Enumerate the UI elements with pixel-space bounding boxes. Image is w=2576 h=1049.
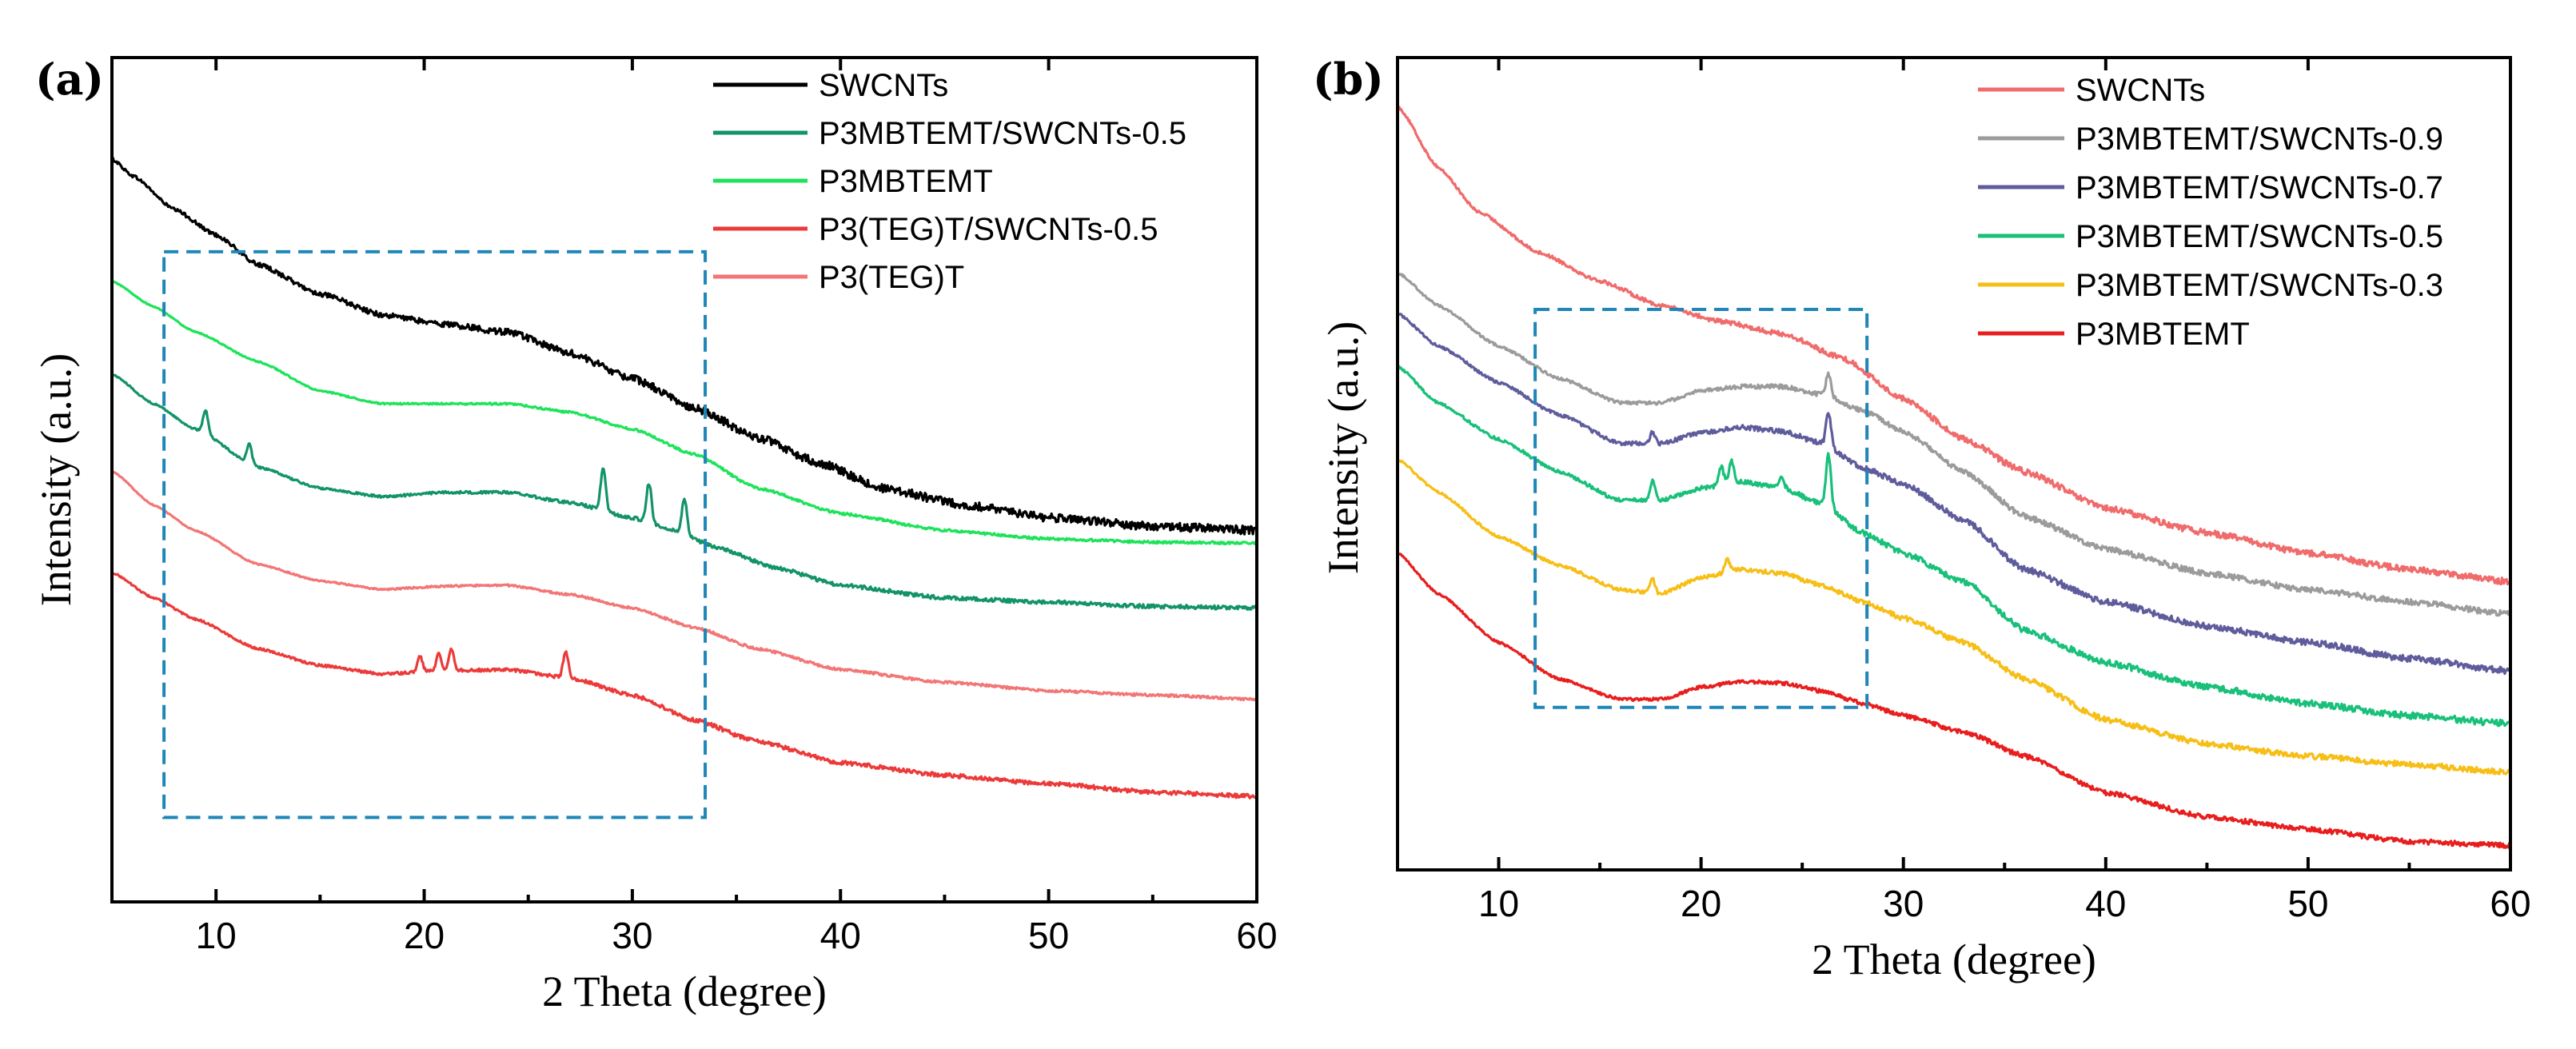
x-tick-label: 20 xyxy=(1681,883,1721,924)
series-line-swcnts xyxy=(112,156,1257,536)
x-tick-label: 30 xyxy=(612,915,652,956)
panel-label: (a) xyxy=(35,54,104,105)
series-line-p3mbtemt-swcnts-0-5 xyxy=(112,373,1257,611)
legend: SWCNTs P3MBTEMT/SWCNTs-0.5 P3MBTEMT P3(TEG)… xyxy=(713,68,1186,295)
x-axis-title: 2 Theta (degree) xyxy=(542,967,827,1015)
series-group xyxy=(1398,105,2510,849)
legend: SWCNTs P3MBTEMT/SWCNTs-0.9 P3MBTEMT/SWCNTs… xyxy=(1978,73,2443,352)
legend-label: P3MBTEMT xyxy=(819,164,993,199)
x-tick-label: 20 xyxy=(404,915,445,956)
x-tick-label: 50 xyxy=(2287,883,2328,924)
panel-label: (b) xyxy=(1313,54,1384,105)
legend-label: SWCNTs xyxy=(2076,73,2205,108)
plot-frame xyxy=(1396,56,2512,872)
x-tick-label: 60 xyxy=(2490,883,2530,924)
x-axis-title: 2 Theta (degree) xyxy=(1812,935,2096,983)
highlight-box xyxy=(1533,307,1869,709)
series-group xyxy=(112,156,1257,800)
x-tick-label: 10 xyxy=(196,915,237,956)
x-tick-label: 30 xyxy=(1883,883,1924,924)
series-line-p3mbtemt-swcnts-0-9 xyxy=(1398,272,2510,617)
panel-a: (a) 10 20 30 40 50 60 2 Theta (degree) Intensity… xyxy=(32,54,1278,1015)
legend-label: SWCNTs xyxy=(819,68,948,103)
series-line-p3mbtemt-swcnts-0-7 xyxy=(1398,313,2510,676)
x-tick-label: 10 xyxy=(1478,883,1519,924)
y-axis-title: Intensity (a.u.) xyxy=(32,353,80,606)
series-line-swcnts xyxy=(1398,105,2510,586)
y-axis-title: Intensity (a.u.) xyxy=(1319,321,1367,574)
legend-label: P3MBTEMT/SWCNTs-0.7 xyxy=(2076,170,2443,205)
x-tick-label: 40 xyxy=(2085,883,2126,924)
series-line-p3-teg-t xyxy=(112,469,1257,702)
series-line-p3mbtemt xyxy=(1398,552,2510,849)
series-line-p3-teg-t-swcnts-0-5 xyxy=(112,571,1257,800)
series-line-p3mbtemt xyxy=(112,280,1257,546)
plot-frame xyxy=(110,56,1258,903)
series-line-p3mbtemt-swcnts-0-3 xyxy=(1398,459,2510,776)
legend-label: P3(TEG)T/SWCNTs-0.5 xyxy=(819,212,1158,247)
legend-label: P3MBTEMT/SWCNTs-0.9 xyxy=(2076,122,2443,157)
x-tick-label: 40 xyxy=(820,915,861,956)
x-tick-label: 50 xyxy=(1028,915,1069,956)
legend-label: P3MBTEMT xyxy=(2076,317,2250,352)
highlight-box xyxy=(162,249,708,820)
legend-label: P3MBTEMT/SWCNTs-0.5 xyxy=(819,116,1186,151)
legend-label: P3MBTEMT/SWCNTs-0.3 xyxy=(2076,268,2443,303)
x-tick-label: 60 xyxy=(1236,915,1277,956)
panel-b: (b) 10 20 30 40 50 60 2 Theta (degree) Intensity… xyxy=(1313,54,2531,983)
series-line-p3mbtemt-swcnts-0-5 xyxy=(1398,365,2510,728)
legend-label: P3MBTEMT/SWCNTs-0.5 xyxy=(2076,219,2443,254)
legend-label: P3(TEG)T xyxy=(819,260,964,295)
